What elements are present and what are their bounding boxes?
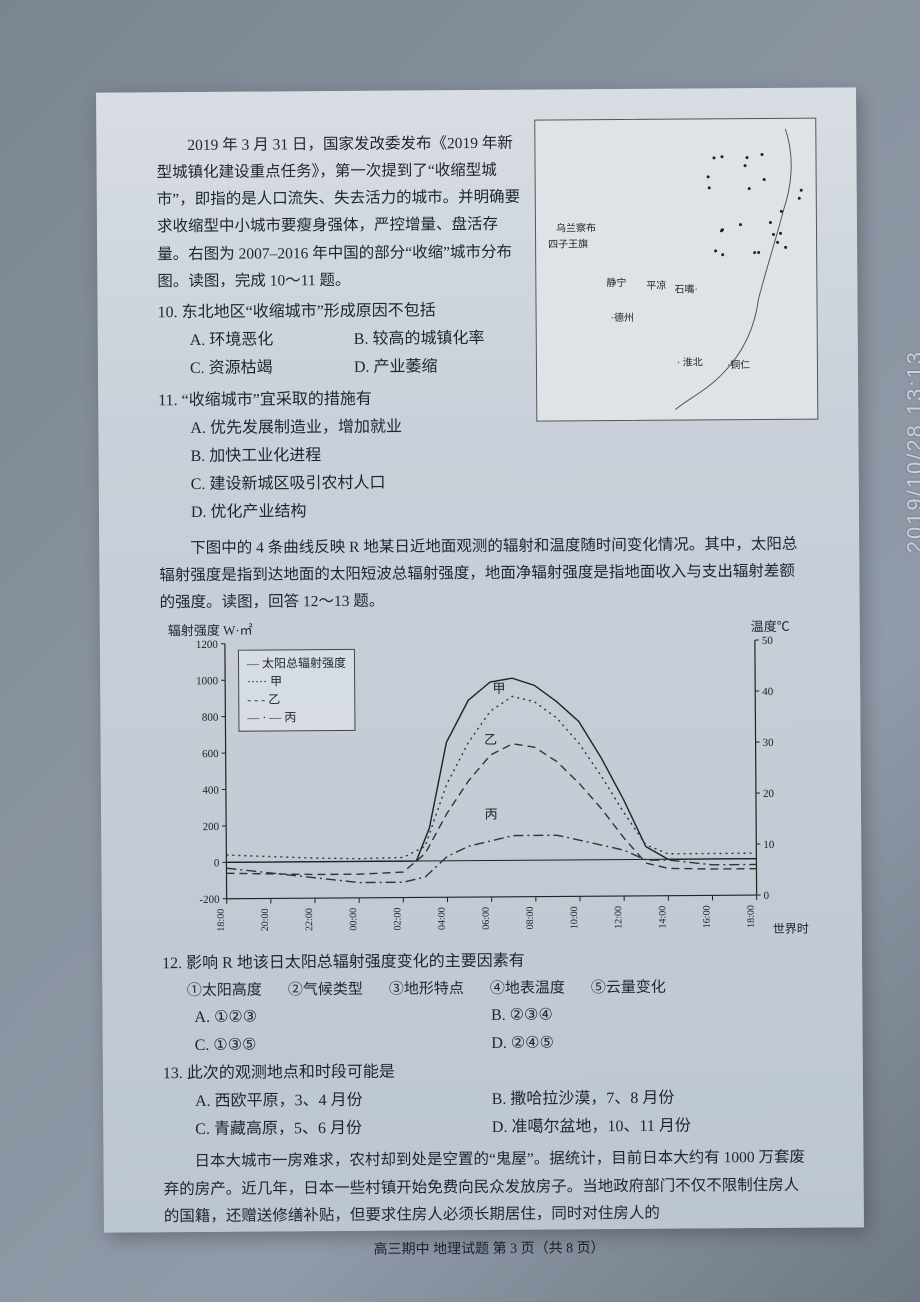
q10-option-b: B. 较高的城镇化率	[354, 325, 514, 354]
q12-factor: ②气候类型	[286, 977, 365, 1004]
map-city-dot	[720, 229, 723, 232]
svg-text:400: 400	[202, 785, 219, 797]
svg-text:22:00: 22:00	[304, 908, 315, 931]
svg-text:0: 0	[764, 890, 770, 902]
passage-2: 下图中的 4 条曲线反映 R 地某日近地面观测的辐射和温度随时间变化情况。其中，…	[159, 530, 810, 616]
q13-option-d: D. 准噶尔盆地，10、11 月份	[492, 1112, 789, 1142]
q12-factor: ③地形特点	[387, 976, 466, 1003]
map-city-label: · 淮北	[677, 354, 703, 372]
svg-text:世界时: 世界时	[773, 922, 809, 936]
map-city-dot	[784, 246, 787, 249]
q13-option-a: A. 西欧平原，3、4 月份	[195, 1086, 492, 1116]
legend-item: - - - 乙	[247, 690, 346, 709]
svg-text:20:00: 20:00	[260, 909, 271, 932]
china-shrinking-cities-map: 乌兰察布四子王旗静宁 平凉石嘴· ·德州 · 淮北 ·铜仁	[534, 118, 818, 422]
svg-text:40: 40	[762, 686, 774, 698]
svg-text:06:00: 06:00	[481, 907, 492, 930]
svg-text:00:00: 00:00	[348, 908, 359, 931]
chart-legend: — 太阳总辐射强度····· 甲- - - 乙— · — 丙	[238, 649, 356, 732]
map-city-dot	[760, 153, 763, 156]
q12-option-a: A. ①②③	[194, 1002, 491, 1032]
q12-stem: 12. 影响 R 地该日太阳总辐射强度变化的主要因素有	[162, 946, 812, 979]
map-city-dot	[772, 233, 775, 236]
svg-text:-200: -200	[199, 894, 220, 906]
svg-text:0: 0	[214, 858, 220, 870]
map-city-dot	[757, 251, 760, 254]
q12-option-b: B. ②③④	[491, 1000, 788, 1030]
svg-text:600: 600	[202, 748, 219, 760]
q10-stem: 10. 东北地区“收缩城市”形成原因不包括	[157, 296, 527, 327]
svg-text:18:00: 18:00	[746, 905, 757, 928]
y-left-axis-label: 辐射强度 W·㎡	[168, 620, 253, 643]
q12-factor: ①太阳高度	[185, 978, 264, 1005]
legend-item: — · — 丙	[247, 708, 346, 727]
radiation-chart: 辐射强度 W·㎡ 温度℃ -20002004006008001000120001…	[170, 620, 812, 944]
svg-text:800: 800	[202, 712, 219, 724]
q13-option-c: C. 青藏高原，5、6 月份	[195, 1114, 492, 1144]
svg-text:200: 200	[203, 821, 220, 833]
q11-option-d: D. 优化产业结构	[191, 496, 561, 527]
svg-text:10: 10	[763, 839, 775, 851]
map-city-dot	[714, 250, 717, 253]
map-city-dot	[739, 223, 742, 226]
exam-page: 2019 年 3 月 31 日，国家发改委发布《2019 年新型城镇化建设重点任…	[96, 87, 864, 1232]
q13-option-b: B. 撒哈拉沙漠，7、8 月份	[492, 1084, 789, 1114]
q10-option-a: A. 环境恶化	[190, 326, 350, 355]
legend-item: ····· 甲	[247, 672, 346, 691]
q13-stem: 13. 此次的观测地点和时段可能是	[163, 1056, 813, 1089]
q11-option-c: C. 建设新城区吸引农村人口	[191, 468, 561, 499]
svg-text:乙: 乙	[484, 732, 497, 747]
q10-option-d: D. 产业萎缩	[354, 353, 514, 382]
q12-factor: ⑤云量变化	[589, 975, 668, 1002]
svg-text:10:00: 10:00	[569, 906, 580, 929]
map-city-label: 静宁	[606, 275, 626, 293]
y-right-axis-label: 温度℃	[751, 616, 790, 639]
svg-text:02:00: 02:00	[392, 908, 403, 931]
map-city-label: 石嘴·	[674, 281, 697, 299]
q12-option-d: D. ②④⑤	[491, 1028, 788, 1058]
svg-text:20: 20	[763, 788, 775, 800]
photo-timestamp: 2019/10/28 13:13	[902, 350, 920, 553]
legend-item: — 太阳总辐射强度	[247, 654, 346, 673]
map-city-dot	[743, 164, 746, 167]
map-city-label: 平凉	[646, 278, 666, 296]
q10-option-c: C. 资源枯竭	[190, 354, 350, 383]
q11-option-a: A. 优先发展制造业，增加就业	[190, 412, 560, 443]
intro-passage: 2019 年 3 月 31 日，国家发改委发布《2019 年新型城镇化建设重点任…	[156, 130, 527, 295]
svg-text:08:00: 08:00	[525, 907, 536, 930]
map-city-dot	[780, 210, 783, 213]
q11-stem: 11. “收缩城市”宜采取的措施有	[158, 384, 528, 415]
svg-text:丙: 丙	[485, 807, 498, 822]
svg-text:1000: 1000	[196, 675, 219, 687]
map-city-dot	[753, 251, 756, 254]
q11-option-b: B. 加快工业化进程	[190, 440, 560, 471]
map-city-label: ·铜仁	[727, 357, 750, 375]
map-city-label: 乌兰察布	[556, 220, 596, 238]
svg-text:18:00: 18:00	[216, 909, 227, 932]
svg-text:04:00: 04:00	[437, 907, 448, 930]
svg-text:30: 30	[763, 737, 775, 749]
map-city-dot	[712, 156, 715, 159]
map-city-label: 四子王旗	[548, 236, 588, 254]
q12-option-c: C. ①③⑤	[195, 1030, 492, 1060]
svg-text:甲: 甲	[492, 681, 505, 696]
passage-3: 日本大城市一房难求，农村却到处是空置的“鬼屋”。据统计，目前日本大约有 1000…	[163, 1144, 814, 1230]
page-footer: 高三期中 地理试题 第 3 页（共 8 页）	[164, 1235, 814, 1264]
q12-factor: ④地表温度	[488, 976, 567, 1003]
svg-text:16:00: 16:00	[702, 906, 713, 929]
svg-text:12:00: 12:00	[613, 906, 624, 929]
map-city-label: ·德州	[611, 310, 634, 328]
svg-text:14:00: 14:00	[657, 906, 668, 929]
